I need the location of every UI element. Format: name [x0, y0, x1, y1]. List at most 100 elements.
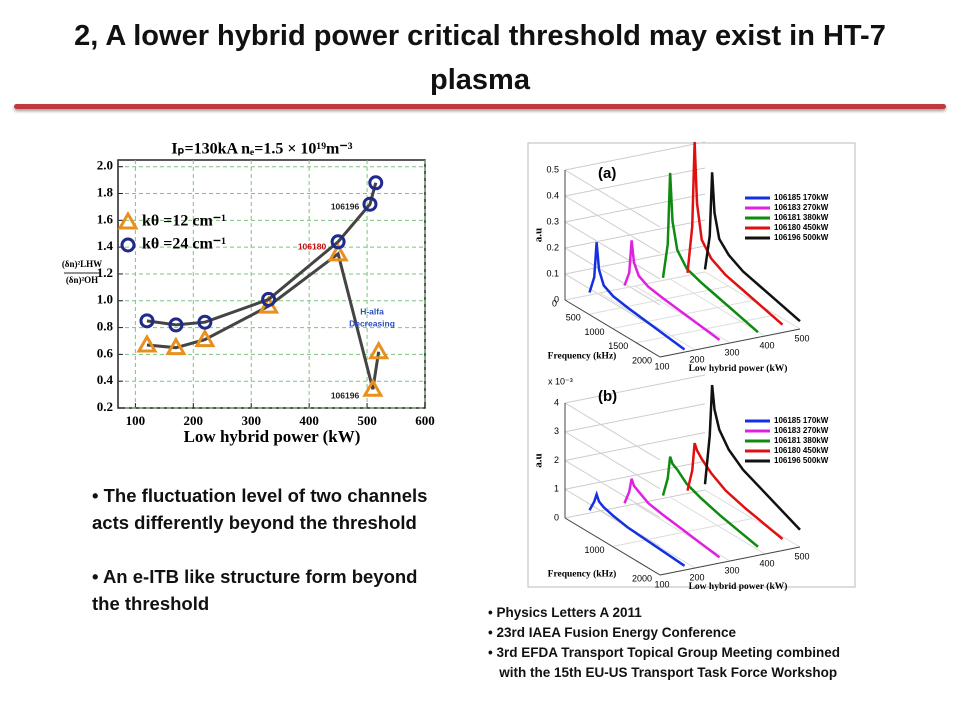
reference-text: 3rd EFDA Transport Topical Group Meeting… — [496, 645, 841, 660]
reference-text: with the 15th EU-US Transport Task Force… — [499, 665, 838, 680]
grid-line — [564, 167, 706, 197]
y-tick-label: 0.2 — [546, 242, 559, 252]
grid-line — [634, 503, 731, 562]
axis-line — [659, 328, 801, 358]
spectrum-line — [588, 242, 686, 351]
circle-marker — [368, 175, 384, 191]
spectrum-line — [623, 240, 721, 341]
x-tick-label: 500 — [357, 413, 377, 428]
y-tick-label: 1.0 — [97, 292, 113, 307]
z-axis-label: Low hybrid power (kW) — [689, 363, 788, 374]
y-axis-label: a.u — [533, 228, 545, 242]
x-tick-label: 1500 — [608, 341, 628, 351]
spectrum-line — [686, 141, 784, 326]
z-tick-label: 100 — [654, 579, 669, 589]
legend-label: 106185 170kW — [774, 193, 829, 202]
grid-line — [564, 403, 706, 433]
z-tick-label: 400 — [759, 558, 774, 568]
y-tick-label: 1.6 — [97, 211, 114, 226]
x-tick-label: 2000 — [632, 573, 652, 583]
y-tick-label: 1.2 — [97, 265, 113, 280]
x-tick-label: 200 — [184, 413, 204, 428]
spectrum-line — [703, 384, 801, 531]
triangle-marker — [362, 378, 384, 397]
bullet-text: The fluctuation level of two channels ac… — [92, 485, 428, 533]
spectrum-line — [661, 456, 759, 548]
legend-label: 106183 270kW — [774, 203, 829, 212]
z-tick-label: 200 — [689, 572, 704, 582]
y-tick-label: 0.2 — [97, 399, 113, 414]
grid-line — [564, 219, 706, 249]
axis-line — [659, 546, 801, 576]
legend-label: 106196 500kW — [774, 456, 829, 465]
y-tick-label: 0.4 — [546, 190, 559, 200]
grid-line — [564, 460, 706, 490]
y-axis-label: (δn)²LHW — [62, 259, 102, 269]
legend-label: 106180 450kW — [774, 223, 829, 232]
grid-line — [564, 193, 706, 223]
y-tick-label: 3 — [554, 426, 559, 436]
legend-label: kθ =24 cm⁻¹ — [142, 236, 226, 253]
z-tick-label: 300 — [724, 565, 739, 575]
spectrum-line — [623, 478, 721, 559]
grid-line — [704, 271, 801, 330]
x-tick-label: 0 — [552, 298, 557, 308]
annotation: H-alfa — [360, 306, 384, 316]
bullet-text: An e-ITB like structure form beyond the … — [92, 566, 418, 614]
chart-title: Iₚ=130kA nₑ=1.5 × 10¹⁹m⁻³ — [171, 141, 352, 158]
legend-label: 106183 270kW — [774, 426, 829, 435]
reference: • 23rd IAEA Fusion Energy Conference — [488, 625, 737, 640]
x-tick-label: 500 — [566, 313, 581, 323]
grid-line — [564, 169, 661, 228]
z-axis-label: Low hybrid power (kW) — [689, 581, 788, 592]
reference-list: • Physics Letters A 2011 • 23rd IAEA Fus… — [488, 603, 948, 683]
legend-label: 106180 450kW — [774, 446, 829, 455]
z-tick-label: 100 — [654, 361, 669, 371]
annotation: 106196 — [331, 201, 360, 211]
grid-line — [564, 488, 661, 547]
x-tick-label: 2000 — [632, 355, 652, 365]
annotation: Decreasing — [349, 318, 395, 328]
y-tick-label: 2 — [554, 455, 559, 465]
y-tick-label: 4 — [554, 397, 559, 407]
x-tick-label: 400 — [299, 413, 319, 428]
connecting-line — [146, 182, 378, 327]
grid-line — [564, 273, 661, 332]
y-tick-label: 1 — [554, 484, 559, 494]
legend-label: 106185 170kW — [774, 416, 829, 425]
grid-line — [564, 374, 706, 404]
x-tick-label: 1000 — [584, 327, 604, 337]
grid-line — [564, 247, 661, 306]
z-tick-label: 200 — [689, 354, 704, 364]
spectrum-line — [588, 490, 686, 567]
grid-line — [564, 221, 661, 280]
grid-line — [564, 195, 661, 254]
reference: with the 15th EU-US Transport Task Force… — [488, 663, 948, 683]
annotation: 106196 — [331, 390, 360, 400]
z-tick-label: 500 — [794, 551, 809, 561]
y-tick-label: 0.1 — [546, 268, 559, 278]
y-tick-label: 1.4 — [97, 238, 114, 253]
x-axis-label: Frequency (kHz) — [548, 568, 617, 579]
y-tick-label: 0 — [554, 294, 559, 304]
y-axis-label: (δn)²OH — [66, 275, 98, 285]
legend-label: kθ =12 cm⁻¹ — [142, 213, 226, 230]
spectrum-line — [703, 172, 801, 323]
triangle-marker — [117, 210, 139, 230]
reference-text: Physics Letters A 2011 — [496, 605, 642, 620]
spectrum-line — [661, 172, 759, 334]
triangle-marker — [136, 333, 158, 353]
slide-title: 2, A lower hybrid power critical thresho… — [74, 20, 886, 96]
title-rule — [14, 104, 946, 109]
triangle-marker — [327, 242, 349, 262]
axis-multiplier: x 10⁻³ — [548, 376, 573, 386]
bullet-list: • The fluctuation level of two channels … — [92, 482, 432, 644]
legend-label: 106181 380kW — [774, 213, 829, 222]
legend-label: 106196 500kW — [774, 233, 829, 242]
circle-marker — [261, 291, 277, 307]
circle-marker — [168, 317, 184, 333]
x-tick-label: 600 — [415, 413, 435, 428]
z-tick-label: 500 — [794, 333, 809, 343]
